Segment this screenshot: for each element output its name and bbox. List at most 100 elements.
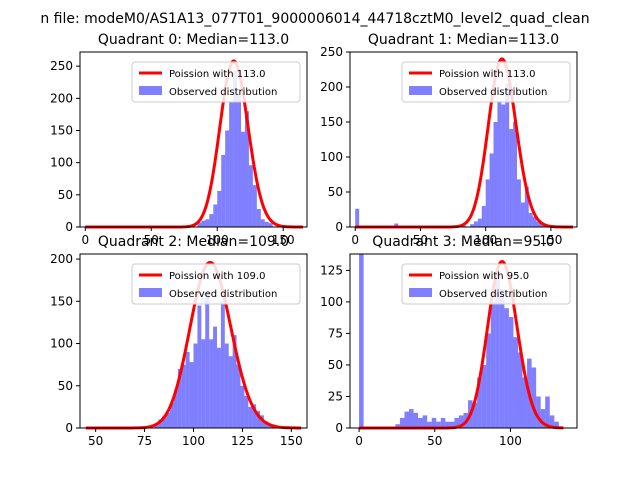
histogram-bar — [205, 219, 210, 227]
y-tick-label: 75 — [328, 326, 343, 340]
histogram-bar — [524, 186, 529, 227]
histogram-bar — [495, 270, 500, 428]
histogram-bar — [240, 385, 245, 428]
histogram-bar — [177, 368, 182, 428]
x-tick-label: 150 — [539, 233, 562, 247]
histogram-bar — [472, 402, 478, 428]
histogram-bar — [264, 221, 269, 227]
y-tick-label: 0 — [335, 421, 343, 435]
histogram-bar — [436, 421, 441, 428]
subplot-title: Quadrant 0: Median=113.0 — [98, 32, 289, 48]
y-tick-label: 100 — [50, 156, 73, 170]
y-tick-label: 0 — [335, 220, 343, 234]
histogram-bar — [522, 377, 528, 428]
histogram-bar — [224, 343, 229, 428]
histogram-bar — [252, 404, 257, 428]
histogram-bar — [554, 421, 559, 428]
histogram-bar — [549, 415, 555, 428]
legend-label-observed: Observed distribution — [169, 87, 277, 98]
histogram-bar — [256, 411, 261, 428]
histogram-bar — [229, 101, 234, 227]
subplot-quadrant-0: 0 50 100 150 0 50 100 150 200 250 Quadrant 0: Medi… — [50, 32, 308, 247]
histogram-bar — [509, 129, 514, 227]
histogram-bar — [418, 417, 423, 428]
legend-frame — [131, 263, 301, 305]
y-tick-label: 50 — [328, 358, 343, 372]
histogram-bar — [181, 364, 186, 428]
histogram-bar — [540, 409, 546, 428]
y-tick-label: 100 — [50, 337, 73, 351]
axes-frame — [79, 51, 308, 228]
histogram-bar — [516, 179, 521, 227]
histogram-bar — [505, 83, 510, 227]
y-tick-label: 150 — [50, 294, 73, 308]
histogram-bar — [260, 219, 265, 227]
x-tick-label: 100 — [182, 434, 205, 448]
legend: Poission with 109.0 Observed distribution — [131, 263, 301, 305]
histogram-bar — [173, 389, 178, 428]
histogram-bar — [449, 421, 455, 428]
histogram-bar — [209, 214, 214, 227]
histogram-bar — [201, 220, 206, 227]
legend-label-poisson: Poission with 109.0 — [169, 271, 265, 282]
histogram-bar — [244, 395, 249, 428]
histogram-bar — [209, 339, 214, 428]
histogram-bar — [197, 305, 202, 428]
histogram-bar — [220, 301, 225, 428]
x-tick-label: 50 — [413, 233, 428, 247]
histogram-bar — [225, 130, 230, 227]
histogram-bar — [217, 190, 222, 227]
histogram-bar — [213, 326, 217, 428]
legend-label-observed: Observed distribution — [439, 87, 547, 98]
legend-bar-swatch — [409, 86, 432, 95]
histogram-bar — [237, 95, 242, 227]
histogram-bar — [236, 364, 241, 428]
histogram-bar — [205, 292, 210, 428]
histogram-bar — [493, 122, 498, 227]
histogram-bar — [248, 165, 253, 227]
histogram-bar — [221, 154, 226, 227]
y-tick-label: 50 — [58, 379, 73, 393]
axes-frame — [349, 253, 578, 429]
histogram-bar — [545, 396, 550, 428]
histogram-bar — [513, 337, 518, 428]
histogram-bar — [399, 417, 405, 428]
x-tick-label: 125 — [231, 434, 254, 448]
legend-frame — [131, 61, 301, 103]
histogram-bar — [520, 202, 525, 227]
histogram-bar — [166, 412, 171, 428]
histogram-bar — [260, 415, 264, 428]
histogram-bar — [499, 289, 505, 428]
histogram-bar — [427, 421, 432, 428]
histogram-bar — [201, 339, 206, 428]
histogram-bar — [216, 347, 221, 428]
histogram-bar — [185, 351, 190, 428]
histogram-bar — [485, 179, 490, 227]
histogram-bar — [233, 70, 238, 228]
histogram-bar — [394, 223, 399, 227]
histogram-bar — [477, 377, 482, 428]
histogram-bar — [213, 204, 218, 227]
histogram-bar — [528, 213, 533, 227]
histogram-bar — [241, 131, 245, 227]
histogram-bar — [193, 343, 198, 428]
histogram-bar — [497, 101, 502, 227]
y-tick-label: 200 — [320, 80, 343, 94]
legend: Poission with 95.0 Observed distribution — [401, 263, 571, 305]
y-tick-label: 200 — [50, 91, 73, 105]
x-tick-label: 0 — [81, 233, 89, 247]
histogram-bar — [409, 409, 414, 428]
legend-label-poisson: Poission with 113.0 — [439, 69, 535, 80]
histogram-bar — [197, 222, 202, 227]
histogram-bar — [263, 421, 268, 428]
subplot-quadrant-1: 0 50 100 150 0 50 100 150 200 250 Quadrant 1: Medi… — [320, 32, 578, 247]
histogram-bar — [481, 364, 487, 428]
histogram-bar — [355, 208, 360, 227]
subplot-quadrant-2: 50 75 100 125 150 0 50 100 150 200 Quadrant 2: Med… — [50, 234, 308, 448]
histogram-bar — [158, 419, 163, 428]
histogram-bar — [454, 417, 459, 428]
x-tick-label: 50 — [144, 233, 159, 247]
subplot-title: Quadrant 1: Median=113.0 — [368, 32, 559, 48]
histogram-bar — [477, 218, 482, 227]
histogram-bar — [404, 411, 410, 428]
